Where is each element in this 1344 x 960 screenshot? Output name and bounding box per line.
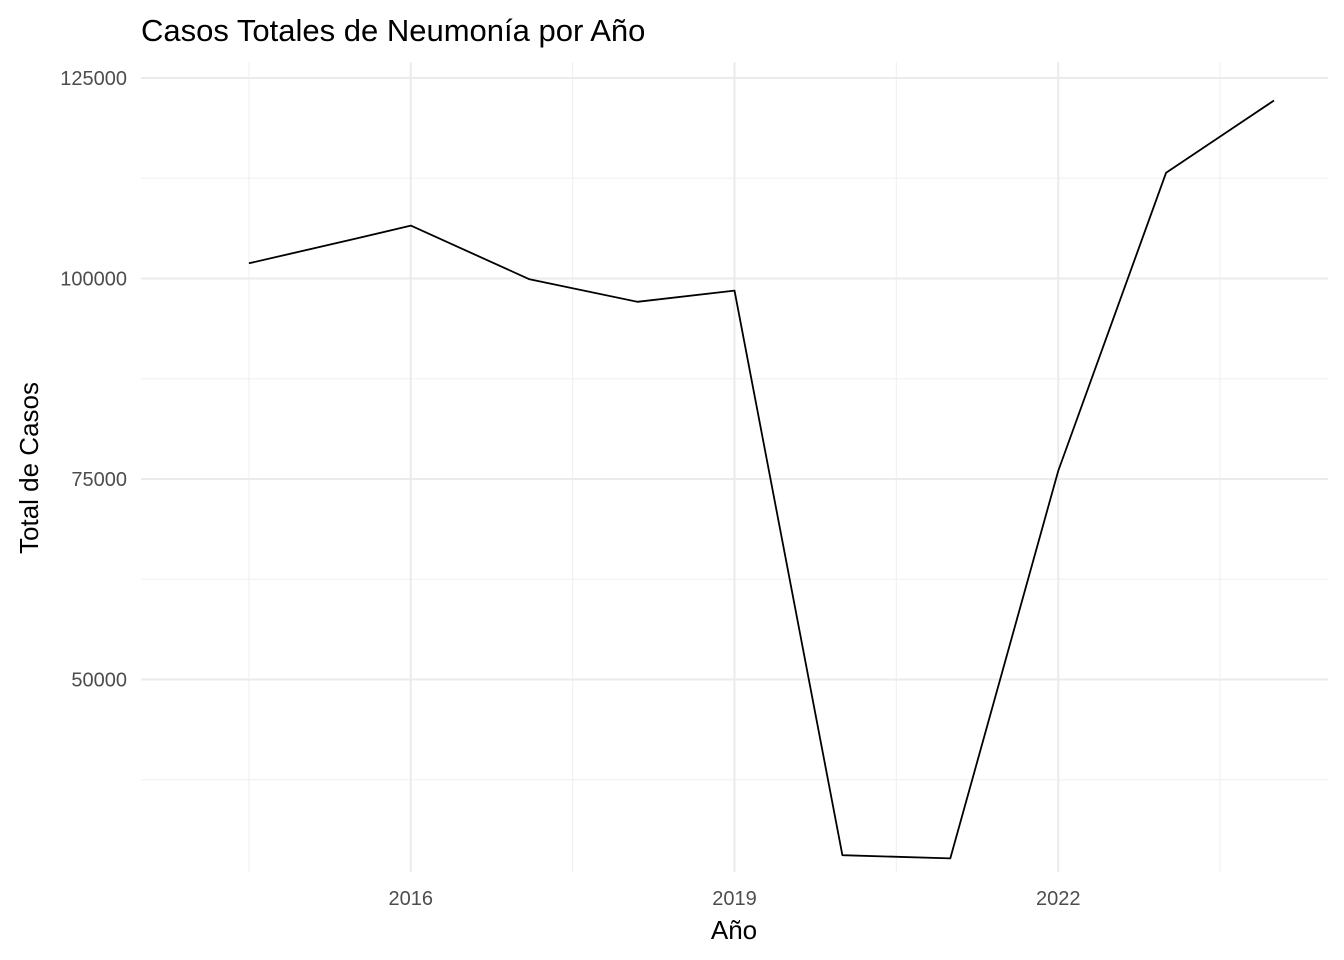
x-tick-label: 2016 [389,888,434,910]
y-tick-label: 125000 [60,68,127,90]
y-tick-label: 50000 [71,670,127,692]
x-axis-ticks: 2016 2019 2022 [389,888,1081,910]
x-tick-label: 2022 [1036,888,1081,910]
y-axis-ticks: 50000 75000 100000 125000 [60,68,127,691]
y-tick-label: 75000 [71,469,127,491]
y-axis-title: Total de Casos [14,382,44,554]
series-layer [248,99,1275,860]
chart-title: Casos Totales de Neumonía por Año [141,13,645,48]
y-tick-label: 100000 [60,269,127,291]
series-line [248,99,1275,860]
x-tick-label: 2019 [712,888,757,910]
major-gridlines [141,62,1328,872]
x-axis-title: Año [711,915,757,945]
